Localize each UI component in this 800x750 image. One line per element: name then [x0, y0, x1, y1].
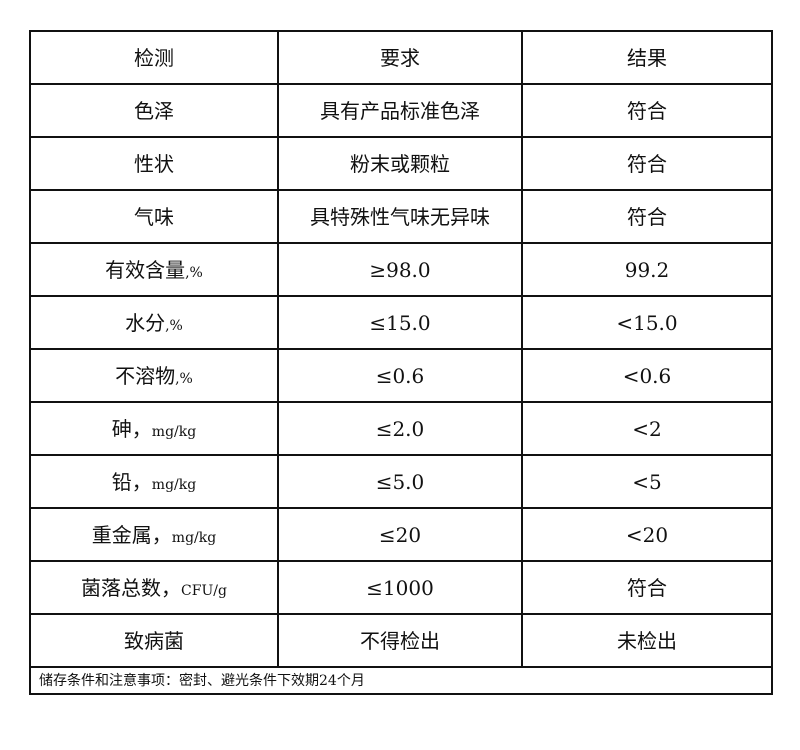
table-row: 菌落总数，CFU/g ≤1000 符合 [29, 560, 773, 615]
result-cell: 未检出 [521, 613, 773, 668]
item-cell: 铅，mg/kg [29, 454, 279, 509]
table-row: 致病菌 不得检出 未检出 [29, 613, 773, 668]
requirement-cell: 不得检出 [277, 613, 523, 668]
table-row: 重金属，mg/kg ≤20 <20 [29, 507, 773, 562]
item-name: 性状 [134, 151, 174, 176]
item-cell: 致病菌 [29, 613, 279, 668]
item-name: 致病菌 [124, 628, 184, 653]
requirement-cell: ≤2.0 [277, 401, 523, 456]
requirement-cell: ≤5.0 [277, 454, 523, 509]
item-unit: mg/kg [151, 423, 197, 440]
requirement-cell: ≤20 [277, 507, 523, 562]
table-row: 水分,% ≤15.0 <15.0 [29, 295, 773, 350]
item-cell: 重金属，mg/kg [29, 507, 279, 562]
header-item: 检测 [29, 30, 279, 85]
table-row: 色泽 具有产品标准色泽 符合 [29, 83, 773, 138]
item-name: 重金属， [91, 522, 172, 547]
item-unit: CFU/g [181, 582, 227, 599]
requirement-cell: 具特殊性气味无异味 [277, 189, 523, 244]
result-cell: 符合 [521, 560, 773, 615]
item-unit: ,% [185, 264, 203, 281]
item-name: 不溶物 [115, 363, 176, 388]
inspection-table: 检测 要求 结果 色泽 具有产品标准色泽 符合 性状 粉末或颗粒 符合 气味 具特殊性气味无异… [29, 30, 773, 695]
item-cell: 有效含量,% [29, 242, 279, 297]
item-unit: ,% [175, 370, 193, 387]
item-name: 铅， [111, 469, 152, 494]
item-unit: mg/kg [171, 529, 217, 546]
item-name: 色泽 [134, 98, 174, 123]
storage-note: 储存条件和注意事项：密封、避光条件下效期24个月 [29, 666, 773, 695]
footer-row: 储存条件和注意事项：密封、避光条件下效期24个月 [29, 666, 773, 695]
item-name: 砷， [111, 416, 152, 441]
result-cell: <2 [521, 401, 773, 456]
requirement-cell: ≤15.0 [277, 295, 523, 350]
result-cell: <20 [521, 507, 773, 562]
table-row: 有效含量,% ≥98.0 99.2 [29, 242, 773, 297]
requirement-cell: ≤1000 [277, 560, 523, 615]
table-row: 不溶物,% ≤0.6 <0.6 [29, 348, 773, 403]
result-cell: <0.6 [521, 348, 773, 403]
result-cell: 99.2 [521, 242, 773, 297]
item-unit: ,% [165, 317, 183, 334]
requirement-cell: 具有产品标准色泽 [277, 83, 523, 138]
result-cell: 符合 [521, 136, 773, 191]
header-result: 结果 [521, 30, 773, 85]
table-row: 性状 粉末或颗粒 符合 [29, 136, 773, 191]
item-name: 水分 [125, 310, 166, 335]
table-row: 铅，mg/kg ≤5.0 <5 [29, 454, 773, 509]
item-cell: 菌落总数，CFU/g [29, 560, 279, 615]
item-cell: 水分,% [29, 295, 279, 350]
result-cell: 符合 [521, 189, 773, 244]
requirement-cell: ≤0.6 [277, 348, 523, 403]
result-cell: 符合 [521, 83, 773, 138]
result-cell: <5 [521, 454, 773, 509]
header-requirement: 要求 [277, 30, 523, 85]
item-name: 有效含量 [105, 257, 186, 282]
requirement-cell: ≥98.0 [277, 242, 523, 297]
requirement-cell: 粉末或颗粒 [277, 136, 523, 191]
item-unit: mg/kg [151, 476, 197, 493]
table-row: 砷，mg/kg ≤2.0 <2 [29, 401, 773, 456]
item-name: 气味 [134, 204, 174, 229]
result-cell: <15.0 [521, 295, 773, 350]
item-cell: 性状 [29, 136, 279, 191]
header-row: 检测 要求 结果 [29, 30, 773, 85]
item-cell: 不溶物,% [29, 348, 279, 403]
item-cell: 砷，mg/kg [29, 401, 279, 456]
item-name: 菌落总数， [81, 575, 182, 600]
item-cell: 气味 [29, 189, 279, 244]
item-cell: 色泽 [29, 83, 279, 138]
table-row: 气味 具特殊性气味无异味 符合 [29, 189, 773, 244]
